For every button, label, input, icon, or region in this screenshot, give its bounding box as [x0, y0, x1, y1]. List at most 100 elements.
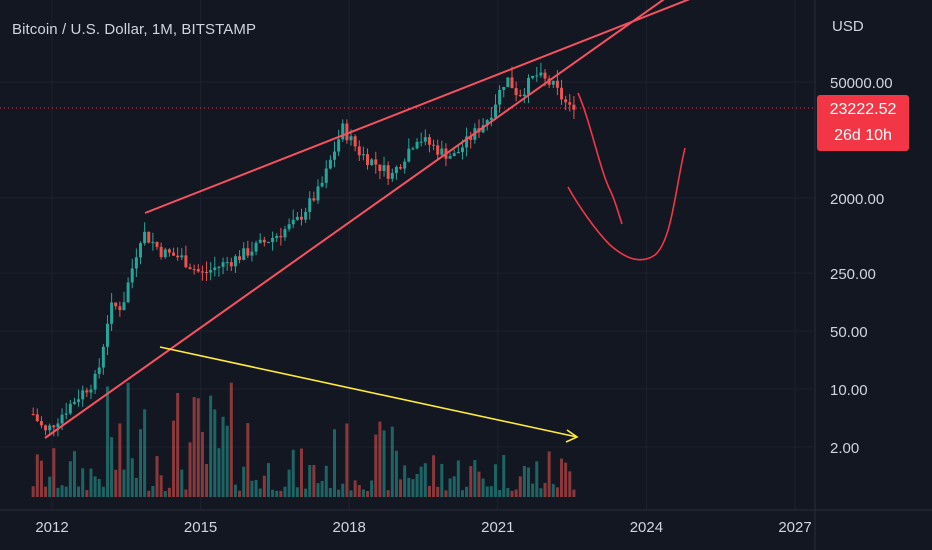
candle-body	[531, 75, 535, 78]
volume-bar	[151, 485, 155, 497]
volume-bar	[361, 489, 365, 497]
volume-bar	[56, 487, 60, 497]
candle-body	[225, 262, 229, 264]
candle-body	[271, 237, 275, 243]
volume-bar	[370, 480, 374, 497]
candle-body	[196, 269, 200, 272]
x-tick-label: 2024	[630, 519, 663, 536]
candle-body	[493, 104, 497, 118]
candle-body	[403, 161, 407, 169]
volume-bar	[444, 490, 448, 497]
candle-body	[514, 88, 518, 96]
volume-bar	[320, 481, 324, 497]
volume-bar	[469, 466, 473, 497]
volume-bar	[366, 490, 370, 497]
volume-bar	[172, 420, 176, 497]
volume-bar	[308, 465, 312, 497]
candle-body	[163, 249, 167, 258]
candle-body	[366, 154, 370, 165]
last-price-value: 23222.52	[829, 101, 897, 118]
volume-bar	[560, 458, 564, 497]
candle-body	[205, 271, 209, 273]
candle-body	[555, 80, 559, 88]
volume-bar	[176, 393, 180, 497]
volume-bar	[238, 490, 242, 497]
candle-body	[143, 231, 147, 244]
candle-body	[122, 302, 126, 311]
candles	[31, 62, 576, 437]
candle-body	[341, 123, 345, 140]
candle-body	[151, 241, 155, 243]
candle-body	[423, 137, 427, 142]
volume-bar	[93, 476, 97, 497]
volume-bar	[481, 478, 485, 497]
volume-bar	[394, 450, 398, 497]
volume-bar	[205, 463, 209, 497]
grid	[0, 0, 815, 510]
volume-bar	[118, 423, 122, 497]
y-tick-label: 250.00	[830, 266, 876, 283]
volume-bar	[64, 486, 68, 497]
volume-bar	[68, 461, 72, 497]
volume-bar	[35, 454, 39, 497]
candle-body	[72, 401, 76, 404]
volume-bar	[465, 486, 469, 497]
volume-bar	[295, 487, 299, 497]
candle-body	[221, 262, 225, 267]
volume-bar	[506, 488, 510, 497]
candle-body	[180, 255, 184, 258]
volume-bar	[200, 431, 204, 497]
volume-bar	[130, 458, 134, 497]
candle-body	[502, 86, 506, 90]
volume-bar	[419, 466, 423, 497]
arrow-head	[565, 429, 579, 443]
candle-body	[229, 262, 233, 267]
volume-bar	[498, 489, 502, 497]
volume-bar	[493, 464, 497, 497]
volume-bar	[378, 421, 382, 497]
candle-body	[56, 423, 60, 428]
candle-body	[415, 141, 419, 149]
volume-bar	[85, 490, 89, 497]
candle-body	[539, 72, 543, 76]
volume-bar	[328, 487, 332, 497]
candle-body	[134, 257, 138, 269]
candle-body	[452, 153, 456, 157]
volume-bar	[299, 448, 303, 497]
candle-body	[39, 421, 43, 426]
x-tick-label: 2018	[333, 519, 366, 536]
volume-bar	[275, 490, 279, 497]
candle-body	[361, 154, 365, 156]
volume-bar	[555, 487, 559, 497]
candle-body	[469, 136, 473, 140]
y-tick-label: 50.00	[830, 324, 868, 341]
candle-body	[291, 219, 295, 225]
volume-bar	[531, 483, 535, 497]
y-tick-label: 50000.00	[830, 75, 893, 92]
volume-bar	[527, 467, 531, 497]
candle-body	[370, 159, 374, 165]
volume-bar	[138, 429, 142, 497]
x-tick-label: 2012	[35, 519, 68, 536]
candle-body	[147, 231, 151, 243]
candle-body	[543, 72, 547, 79]
candle-body	[440, 148, 444, 155]
volume-bar	[522, 465, 526, 497]
volume-bar	[564, 462, 568, 497]
candle-body	[411, 148, 415, 150]
candle-body	[85, 390, 89, 393]
candle-body	[353, 136, 357, 147]
candle-body	[209, 270, 213, 273]
volume-bar	[254, 479, 258, 497]
candle-body	[64, 413, 68, 415]
candle-body	[316, 186, 320, 201]
candle-body	[465, 136, 469, 148]
volume-bar	[456, 460, 460, 497]
candle-body	[118, 306, 122, 311]
candle-body	[374, 159, 378, 165]
x-tick-label: 2021	[481, 519, 514, 536]
candle-body	[77, 399, 81, 402]
volume-bar	[374, 434, 378, 497]
volume-bar	[155, 456, 159, 497]
